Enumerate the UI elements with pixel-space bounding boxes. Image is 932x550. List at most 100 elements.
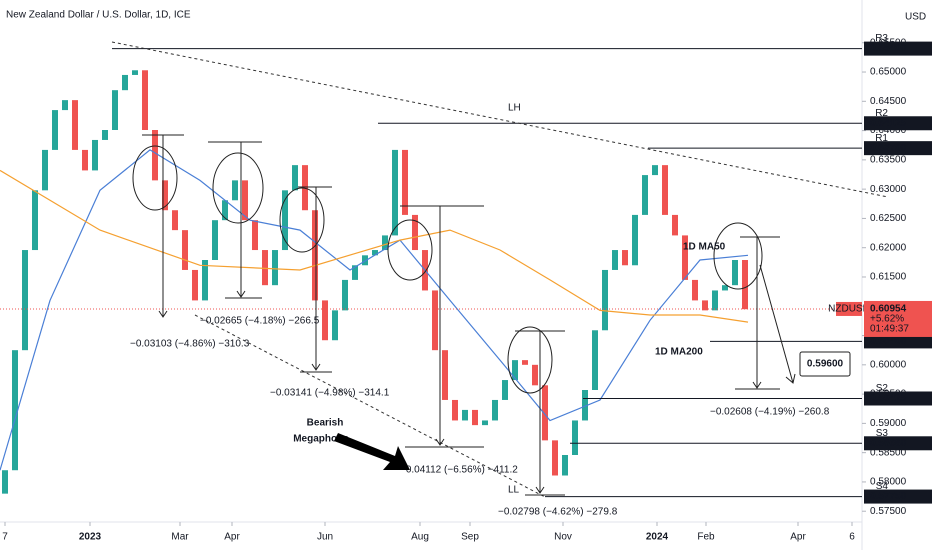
circles [132,145,763,394]
candle [642,175,648,215]
level-name: S4 [876,481,889,492]
y-tick-label: 0.61500 [870,272,907,283]
candle [372,250,378,256]
candle [682,235,688,280]
candle [582,390,588,421]
candle [162,180,168,211]
level-tag-label: 0.64125 [870,118,907,129]
plot: 7 2023 Mar Apr Jun Aug Sep Nov 2024 Feb Apr 6 [0,48,862,543]
x-tick-label: 6 [849,532,855,543]
candle [452,399,458,421]
measure-label: −0.03141 (−4.98%) −314.1 [270,388,390,399]
candle [332,310,338,341]
candle [12,350,18,471]
candle [722,285,728,291]
level-tag [864,116,932,131]
candle [132,70,138,75]
candle [462,409,468,421]
candle [572,420,578,455]
countdown-label: 01:49:37 [870,324,909,335]
candle [272,250,278,286]
candle [672,214,678,236]
candle [302,165,308,211]
candle [192,269,198,301]
y-tick-label: 0.64000 [870,125,907,136]
x-tick-label: Jun [317,532,333,543]
candle [402,149,408,215]
measure-bracket [400,205,484,448]
candle [662,165,668,215]
candle [482,420,488,426]
symbol-tag [836,301,862,316]
candle [22,250,28,351]
y-tick-label: 0.58000 [870,477,907,488]
x-tick-label: 2024 [646,532,669,543]
y-tick-label: 0.60000 [870,359,907,370]
candle [562,455,568,476]
candle [32,190,38,251]
candle [472,409,478,426]
y-tick-label: 0.57500 [870,506,907,517]
candle [742,260,748,310]
x-tick-label: 7 [2,532,8,543]
measure-label: −0.02608 (−4.19%) −260.8 [710,407,830,418]
candle [282,190,288,251]
legend-label: 1D MA200 [655,347,703,358]
price-tag [864,300,932,337]
pattern-label: Bearish [307,418,344,429]
candle [712,290,718,311]
x-tick-label: Sep [461,532,479,543]
circle [279,187,325,253]
level-tag [864,436,932,451]
candle [552,440,558,476]
level-tag-label: 0.57750 [870,491,907,502]
level-name: S2 [876,383,889,394]
candle [172,210,178,231]
level-tag [864,41,932,56]
candle [72,100,78,150]
measure-label: −0.02665 (−4.18%) −266.5 [200,316,320,327]
circle [507,326,553,394]
chart-title: New Zealand Dollar / U.S. Dollar, 1D, IC… [6,10,191,21]
candle [492,399,498,421]
candle [692,279,698,301]
change-label: +5.62% [870,314,904,325]
candle [262,250,268,286]
lh-label: LH [508,103,521,114]
ma-line [0,149,749,471]
candle [352,265,358,280]
candle [312,210,318,301]
candle [142,70,148,130]
candle [612,250,618,270]
measure-bracket [735,236,780,390]
candle [432,290,438,351]
circle [387,219,433,281]
candle [542,385,548,441]
target-label: 0.59600 [807,359,844,370]
y-tick-label: 0.62000 [870,242,907,253]
ma-line [0,169,749,323]
candle [62,100,68,111]
pattern-label: Megaphone [293,434,349,445]
measure-label: −0.02798 (−4.62%) −279.8 [498,507,618,518]
candle [592,330,598,390]
measure-bracket [208,141,262,299]
level-name: R3 [875,33,888,44]
candle [502,380,508,400]
candle [152,130,158,181]
candle [92,139,98,171]
candle [342,279,348,311]
y-tick-label: 0.65000 [870,67,907,78]
level-tag [864,391,932,406]
candle [362,255,368,266]
candle [732,260,738,286]
candle [182,230,188,270]
candle [212,220,218,260]
x-tick-label: 2023 [79,532,102,543]
candle [632,214,638,266]
level-name: R2 [875,108,888,119]
target-box [799,351,851,377]
candle [252,220,258,251]
